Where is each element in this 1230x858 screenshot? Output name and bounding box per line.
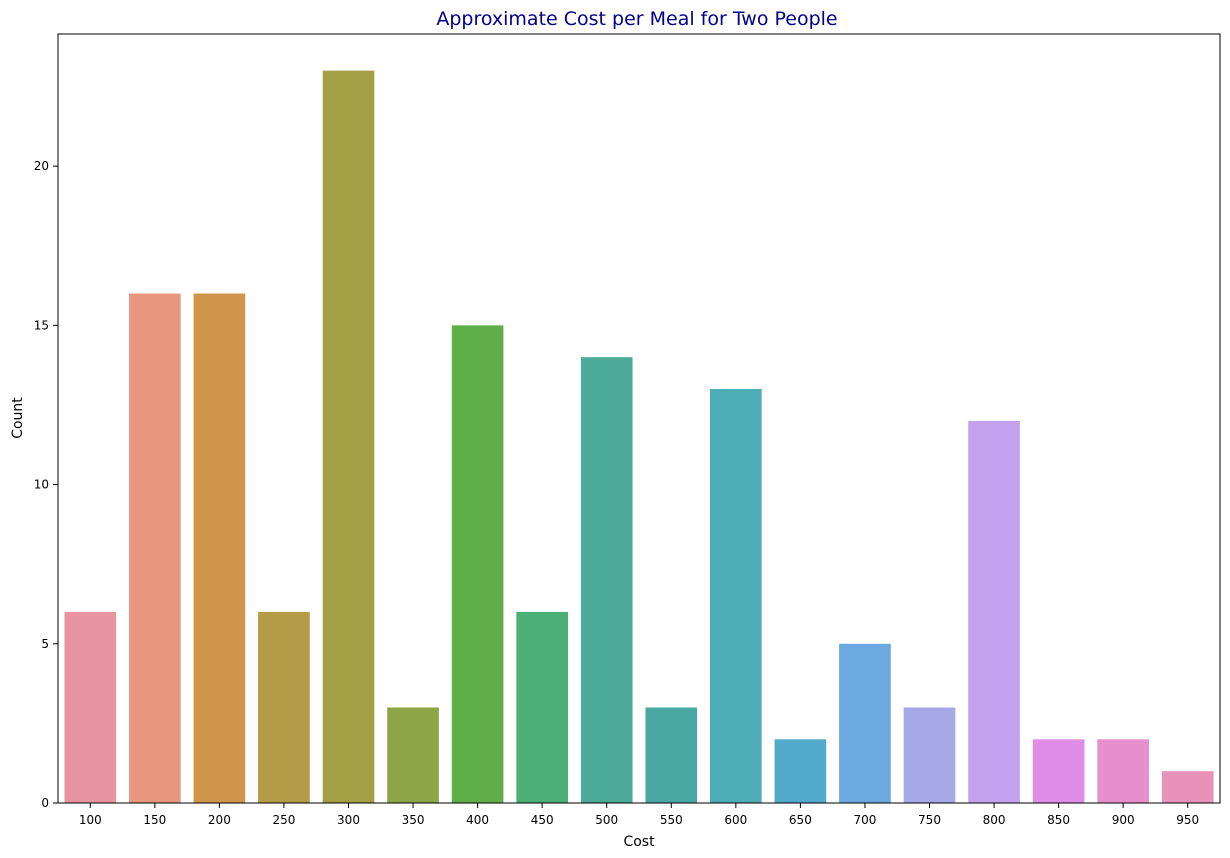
x-tick-label: 450 [531, 813, 554, 827]
x-tick-label: 800 [983, 813, 1006, 827]
x-axis-ticks: 100 150 200 250 300 350 400 450 500 550 600 650 700 7… [79, 803, 1199, 827]
chart-title: Approximate Cost per Meal for Two People [436, 8, 837, 30]
bar-850 [1032, 739, 1085, 803]
bar-950 [1161, 771, 1214, 803]
plot-frame [57, 33, 1221, 804]
bar-900 [1097, 739, 1149, 803]
x-tick-label: 900 [1112, 813, 1135, 827]
bar-750 [903, 707, 956, 803]
bar-100 [64, 611, 117, 803]
bar-150 [129, 293, 181, 803]
bar-250 [258, 611, 310, 803]
x-tick-label: 250 [272, 813, 295, 827]
x-tick-label: 850 [1047, 813, 1070, 827]
bar-800 [968, 420, 1020, 803]
y-axis-label: Count [10, 397, 26, 439]
bar-450 [516, 611, 568, 803]
y-tick-label: 20 [34, 159, 49, 173]
x-tick-label: 550 [660, 813, 683, 827]
bar-700 [839, 643, 891, 803]
y-tick-label: 5 [41, 637, 49, 651]
x-tick-label: 650 [789, 813, 812, 827]
x-tick-label: 700 [853, 813, 876, 827]
x-tick-label: 500 [595, 813, 618, 827]
y-tick-label: 15 [34, 318, 49, 332]
x-tick-label: 200 [208, 813, 231, 827]
bar-400 [451, 325, 504, 803]
y-axis-ticks: 0 5 10 15 20 [34, 159, 58, 810]
bar-500 [580, 357, 633, 803]
bar-600 [710, 389, 762, 803]
bar-350 [387, 707, 439, 803]
x-tick-label: 750 [918, 813, 941, 827]
y-tick-label: 0 [41, 796, 49, 810]
x-tick-label: 100 [79, 813, 102, 827]
y-tick-label: 10 [34, 478, 49, 492]
x-tick-label: 350 [402, 813, 425, 827]
bar-550 [645, 707, 698, 803]
x-tick-label: 400 [466, 813, 489, 827]
bars-group [64, 70, 1214, 804]
x-tick-label: 600 [724, 813, 747, 827]
bar-300 [322, 70, 375, 804]
x-axis-label: Cost [623, 834, 655, 850]
bar-650 [774, 739, 827, 803]
x-tick-label: 300 [337, 813, 360, 827]
bar-200 [193, 293, 246, 803]
x-tick-label: 150 [143, 813, 166, 827]
x-tick-label: 950 [1176, 813, 1199, 827]
